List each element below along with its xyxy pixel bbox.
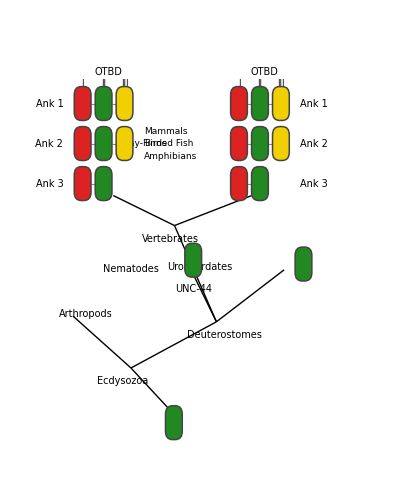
Text: I: I [238,78,240,88]
FancyBboxPatch shape [116,126,133,160]
FancyBboxPatch shape [272,126,289,160]
FancyBboxPatch shape [295,247,312,281]
FancyBboxPatch shape [272,86,289,120]
FancyBboxPatch shape [230,166,248,200]
Text: Ank 3: Ank 3 [35,178,63,188]
Text: Vertebrates: Vertebrates [142,234,199,244]
Text: Arthropods: Arthropods [58,309,112,319]
FancyBboxPatch shape [252,166,268,200]
FancyBboxPatch shape [74,166,91,200]
FancyBboxPatch shape [166,406,182,440]
Text: Ank 2: Ank 2 [35,138,63,148]
FancyBboxPatch shape [74,126,91,160]
Text: III: III [121,78,128,88]
Text: Nematodes: Nematodes [102,264,158,274]
Text: II: II [101,78,106,88]
Text: Ank 1: Ank 1 [300,98,328,108]
Text: Mammals
Birds
Amphibians: Mammals Birds Amphibians [144,126,197,160]
Text: Ank 1: Ank 1 [35,98,63,108]
FancyBboxPatch shape [185,244,202,277]
Text: II: II [258,78,262,88]
FancyBboxPatch shape [230,126,248,160]
Text: Ank 2: Ank 2 [300,138,328,148]
FancyBboxPatch shape [252,86,268,120]
Text: Urochordates: Urochordates [167,262,233,272]
Text: III: III [277,78,285,88]
FancyBboxPatch shape [95,126,112,160]
Text: Ray-Finned Fish: Ray-Finned Fish [124,139,194,148]
Text: UNC-44: UNC-44 [175,284,212,294]
Text: Ank 3: Ank 3 [300,178,328,188]
Text: OTBD: OTBD [94,68,122,78]
FancyBboxPatch shape [95,166,112,200]
Text: I: I [82,78,84,88]
FancyBboxPatch shape [74,86,91,120]
FancyBboxPatch shape [230,86,248,120]
FancyBboxPatch shape [95,86,112,120]
Text: OTBD: OTBD [251,68,279,78]
FancyBboxPatch shape [252,126,268,160]
Text: Deuterostomes: Deuterostomes [188,330,262,340]
FancyBboxPatch shape [116,86,133,120]
Text: Ecdysozoa: Ecdysozoa [97,376,149,386]
